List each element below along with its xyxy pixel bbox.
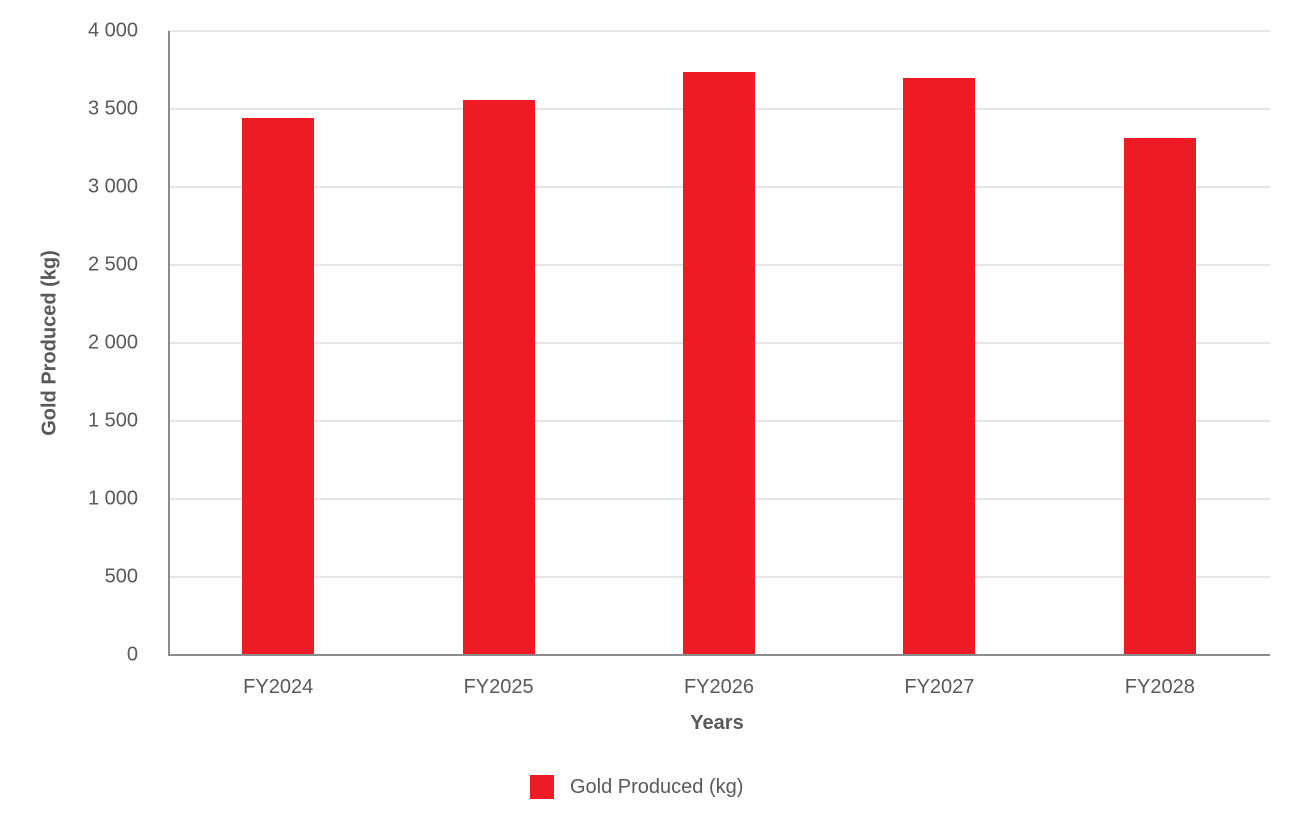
x-tick-label: FY2024 bbox=[243, 676, 314, 698]
x-tick-label: FY2028 bbox=[1124, 676, 1195, 698]
gridline bbox=[168, 30, 1270, 32]
x-tick-label: FY2025 bbox=[463, 676, 534, 698]
x-axis-line bbox=[168, 654, 1270, 656]
legend: Gold Produced (kg) bbox=[530, 775, 743, 799]
y-tick-label: 3 500 bbox=[87, 97, 138, 120]
bar-fy2026 bbox=[683, 71, 755, 655]
y-tick-label: 500 bbox=[104, 565, 138, 588]
x-axis-title: Years bbox=[690, 712, 744, 734]
y-axis-line bbox=[168, 31, 170, 655]
plot-area bbox=[168, 30, 1270, 656]
bar-fy2028 bbox=[1123, 137, 1196, 655]
y-tick-label: 0 bbox=[126, 643, 138, 666]
legend-swatch bbox=[530, 775, 554, 799]
x-tick-label: FY2027 bbox=[904, 676, 975, 698]
y-tick-label: 1 000 bbox=[87, 487, 138, 510]
y-axis-title: Gold Produced (kg) bbox=[38, 250, 61, 436]
y-tick-label: 2 500 bbox=[87, 253, 138, 276]
x-tick-label: FY2026 bbox=[683, 676, 755, 698]
bar-fy2024 bbox=[242, 118, 315, 655]
bar-fy2025 bbox=[462, 99, 535, 655]
bar-fy2027 bbox=[903, 77, 976, 655]
y-tick-label: 3 000 bbox=[87, 175, 138, 198]
legend-label: Gold Produced (kg) bbox=[570, 775, 744, 798]
y-tick-label: 4 000 bbox=[87, 19, 138, 42]
y-tick-label: 2 000 bbox=[87, 331, 138, 354]
y-tick-label: 1 500 bbox=[87, 409, 138, 432]
